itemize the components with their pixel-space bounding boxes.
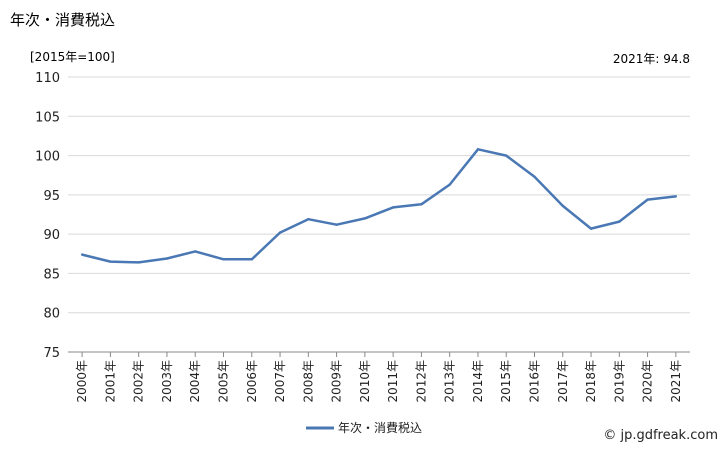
data-point	[618, 220, 621, 223]
y-tick-label: 75	[43, 346, 60, 361]
y-axis-ticks: 75 80 85 90 95 100 105 110	[35, 71, 60, 361]
x-tick-label: 2015年	[499, 360, 513, 403]
data-point	[505, 154, 508, 157]
grid-lines	[68, 76, 690, 314]
latest-value-label: 2021年: 94.8	[612, 52, 690, 66]
data-point	[307, 218, 310, 221]
x-tick-label: 2010年	[358, 360, 372, 403]
chart-title: 年次・消費税込	[10, 11, 116, 29]
data-point	[646, 198, 649, 201]
data-point	[533, 175, 536, 178]
x-tick-label: 2013年	[443, 360, 457, 403]
x-tick-label: 2008年	[301, 360, 315, 403]
legend-label: 年次・消費税込	[338, 420, 422, 435]
credit-text: © jp.gdfreak.com	[603, 428, 718, 443]
x-tick-label: 2002年	[132, 360, 146, 403]
x-tick-label: 2004年	[188, 360, 202, 403]
legend: 年次・消費税込	[306, 420, 422, 435]
x-tick-label: 2019年	[612, 360, 626, 403]
data-point	[194, 250, 197, 253]
data-point	[165, 257, 169, 260]
data-point	[109, 260, 112, 263]
x-tick-label: 2017年	[556, 360, 570, 403]
x-tick-label: 2014年	[471, 360, 485, 403]
x-tick-label: 2009年	[330, 360, 344, 403]
x-tick-label: 2006年	[245, 360, 259, 403]
x-tick-label: 2001年	[103, 360, 117, 403]
unit-label: [2015年=100]	[30, 50, 115, 64]
y-tick-label: 90	[43, 228, 60, 243]
data-point	[561, 204, 564, 208]
data-point	[80, 253, 84, 256]
x-tick-label: 2007年	[273, 360, 287, 403]
data-point	[137, 261, 140, 264]
y-tick-label: 105	[35, 110, 60, 125]
x-tick-label: 2016年	[528, 360, 542, 403]
x-tick-label: 2003年	[160, 360, 174, 403]
x-tick-label: 2011年	[386, 360, 400, 403]
y-tick-label: 95	[43, 189, 60, 204]
y-tick-label: 85	[43, 267, 60, 282]
y-tick-label: 100	[35, 150, 60, 165]
data-point	[674, 195, 678, 198]
x-tick-label: 2020年	[641, 360, 655, 403]
y-tick-label: 110	[35, 71, 60, 86]
x-tick-label: 2005年	[217, 360, 231, 403]
data-point	[476, 148, 480, 151]
x-axis: 2000年 2001年 2002年 2003年 2004年 2005年 2006年 2007年…	[68, 351, 690, 403]
data-point	[448, 183, 451, 186]
data-point	[363, 217, 367, 220]
data-point	[391, 206, 395, 209]
series-layer	[80, 148, 678, 264]
data-point	[278, 231, 282, 234]
data-point	[250, 258, 253, 261]
y-tick-label: 80	[43, 307, 60, 322]
data-point	[222, 258, 225, 261]
series-line	[81, 148, 677, 264]
x-tick-label: 2021年	[669, 360, 683, 403]
x-tick-label: 2000年	[75, 360, 89, 403]
x-tick-label: 2012年	[414, 360, 428, 403]
x-tick-label: 2018年	[584, 360, 598, 403]
data-point	[420, 203, 423, 206]
data-point	[335, 223, 338, 226]
data-point	[589, 227, 593, 230]
